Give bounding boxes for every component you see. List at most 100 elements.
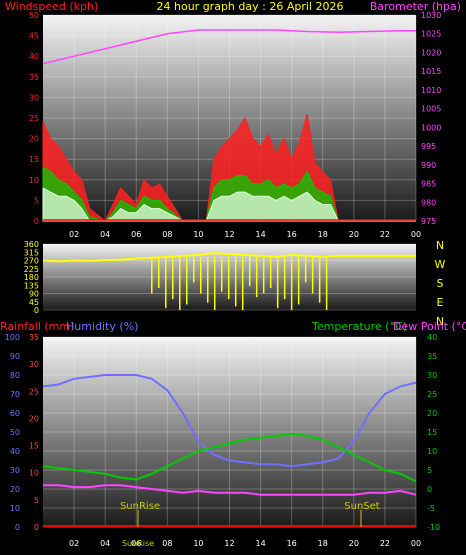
x-tick: 12: [224, 230, 234, 239]
temperature-tick: 5: [427, 466, 432, 475]
wind-tick: 10: [29, 176, 39, 185]
x-tick: 18: [318, 539, 328, 548]
x-tick: 02: [69, 230, 79, 239]
wind-x-ticks: 02 04 06 08 10 12 14 16 18 20 22 00: [69, 230, 421, 239]
wind-tick: 20: [29, 135, 39, 144]
rainfall-tick: 40: [10, 447, 20, 456]
direction-tick: 90: [29, 290, 39, 299]
barometer-label: Barometer (hpa): [370, 0, 461, 13]
temp-panel-series: [42, 374, 417, 527]
series-calm: [42, 187, 416, 222]
x-tick: 20: [349, 539, 359, 548]
rainfall-tick: 70: [10, 390, 20, 399]
humidity-tick: 5: [34, 496, 39, 505]
wind-tick: 30: [29, 93, 39, 102]
x-tick: 22: [380, 539, 390, 548]
barometer-tick: 1025: [421, 30, 441, 39]
rainfall-tick: 90: [10, 352, 20, 361]
temp-x-ticks: 02 04 06 08 10 12 14 16 18 20 22 00: [69, 539, 421, 548]
wind-tick: 25: [29, 114, 39, 123]
graph-title: 24 hour graph day : 26 April 2026: [157, 0, 344, 13]
humidity-tick: 20: [29, 414, 39, 423]
rainfall-tick: 20: [10, 485, 20, 494]
x-tick: 08: [162, 539, 172, 548]
direction-tick: 315: [24, 248, 39, 257]
direction-tick: 180: [24, 273, 39, 282]
wind-tick: 35: [29, 73, 39, 82]
rainfall-axis-ticks: 0 10 20 30 40 50 60 70 80 90 100: [5, 333, 20, 532]
x-tick: 00: [411, 230, 421, 239]
direction-tick: 225: [24, 265, 39, 274]
humidity-tick: 10: [29, 469, 39, 478]
temperature-tick: -10: [427, 523, 440, 532]
wind-panel-series: [42, 29, 416, 222]
barometer-tick: 1015: [421, 67, 441, 76]
dewpoint-label: Dew Point (°C): [393, 320, 466, 333]
x-tick: 06: [131, 230, 141, 239]
humidity-tick: 30: [29, 360, 39, 369]
wind-tick: 50: [29, 11, 39, 20]
temperature-axis-ticks: -10 -5 0 5 10 15 20 25 30 35 40: [427, 333, 440, 532]
sunset-label: SunSet: [344, 501, 380, 512]
x-tick: 00: [411, 539, 421, 548]
barometer-tick: 1010: [421, 86, 441, 95]
series-barometer: [42, 29, 416, 65]
x-tick: 10: [193, 539, 203, 548]
rainfall-tick: 60: [10, 409, 20, 418]
rainfall-tick: 0: [15, 523, 20, 532]
temp-panel-grid: [43, 336, 417, 528]
barometer-tick: 1030: [421, 11, 441, 20]
x-tick: 16: [287, 539, 297, 548]
temperature-tick: 0: [427, 485, 432, 494]
barometer-tick: 980: [421, 198, 436, 207]
barometer-tick: 1005: [421, 105, 441, 114]
x-tick: 16: [287, 230, 297, 239]
temperature-tick: -5: [427, 504, 435, 513]
barometer-tick: 995: [421, 142, 436, 151]
rainfall-label: Rainfall (mm): [0, 320, 74, 333]
sunrise-axis-label: SunRise: [122, 539, 154, 548]
temperature-tick: 15: [427, 428, 437, 437]
wind-tick: 45: [29, 32, 39, 41]
barometer-tick: 1000: [421, 123, 441, 132]
windspeed-label: Windspeed (kph): [5, 0, 98, 13]
compass-letter: N: [436, 239, 444, 252]
x-tick: 08: [162, 230, 172, 239]
compass-letter: E: [437, 296, 444, 309]
x-tick: 22: [380, 230, 390, 239]
rainfall-tick: 30: [10, 466, 20, 475]
humidity-tick: 15: [29, 442, 39, 451]
direction-tick: 360: [24, 240, 39, 249]
temperature-tick: 10: [427, 447, 437, 456]
temperature-tick: 20: [427, 409, 437, 418]
x-tick: 12: [224, 539, 234, 548]
series-direction: [42, 252, 416, 263]
humidity-tick: 0: [34, 523, 39, 532]
rainfall-tick: 50: [10, 428, 20, 437]
rainfall-tick: 100: [5, 333, 20, 342]
compass-letter: N: [436, 315, 444, 328]
x-tick: 18: [318, 230, 328, 239]
wind-tick: 40: [29, 52, 39, 61]
humidity-tick: 35: [29, 333, 39, 342]
temperature-tick: 30: [427, 371, 437, 380]
temperature-tick: 40: [427, 333, 437, 342]
x-tick: 04: [100, 539, 110, 548]
x-tick: 06: [131, 539, 141, 548]
barometer-tick: 985: [421, 180, 436, 189]
humidity-label: Humidity (%): [66, 320, 138, 333]
direction-tick: 45: [29, 298, 39, 307]
rainfall-tick: 10: [10, 504, 20, 513]
series-temperature-c-: [42, 432, 417, 483]
compass-letter: W: [435, 258, 446, 271]
barometer-axis-ticks: 975 980 985 990 995 1000 1005 1010 1015 1020 1025 1…: [421, 11, 441, 226]
barometer-tick: 990: [421, 161, 436, 170]
direction-tick: 270: [24, 257, 39, 266]
series-humidity-: [42, 374, 417, 468]
humidity-axis-ticks: 0 5 10 15 20 25 30 35: [29, 333, 39, 532]
direction-tick: 135: [24, 281, 39, 290]
direction-series: [42, 252, 416, 310]
